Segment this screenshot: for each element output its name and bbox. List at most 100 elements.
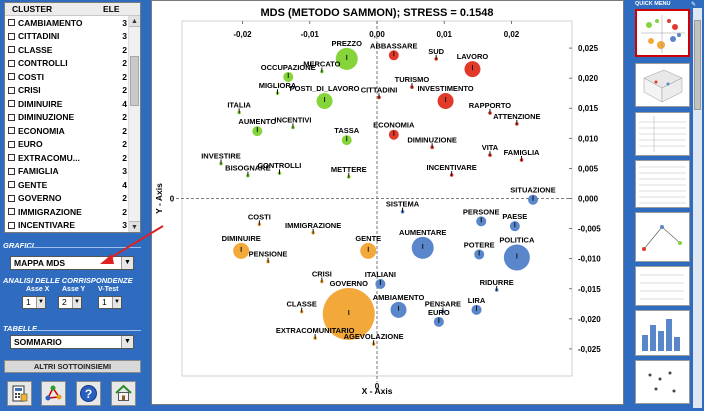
help-icon: ? bbox=[80, 385, 97, 402]
pin-icon[interactable]: ✎ bbox=[690, 2, 696, 8]
list-item[interactable]: CRISI 2 bbox=[5, 84, 127, 98]
header-ele[interactable]: ELE bbox=[103, 4, 120, 14]
checkbox[interactable] bbox=[8, 32, 15, 40]
cluster-count: 3 bbox=[122, 166, 127, 177]
cluster-count: 2 bbox=[122, 193, 127, 204]
quick-menu-panel: QUICK MENU ✎ bbox=[628, 0, 704, 411]
x-tick-label: -0,01 bbox=[301, 30, 320, 39]
thumb-bar-chart[interactable] bbox=[635, 310, 690, 356]
asse-y-select[interactable]: 2 ▼ bbox=[58, 296, 82, 309]
checkbox[interactable] bbox=[8, 154, 15, 162]
scroll-thumb[interactable] bbox=[694, 20, 701, 110]
point-label: METTERE bbox=[331, 165, 367, 174]
checkbox[interactable] bbox=[8, 208, 15, 216]
chevron-down-icon[interactable]: ▼ bbox=[112, 297, 121, 308]
point-label: SITUAZIONE bbox=[510, 186, 555, 195]
cluster-name: GENTE bbox=[18, 179, 48, 190]
thumb-list[interactable] bbox=[635, 266, 690, 306]
point-label: VITA bbox=[482, 143, 499, 152]
checkbox[interactable] bbox=[8, 113, 15, 121]
cluster-list-body: CAMBIAMENTO 3 CITTADINI 3 CLASSE 2 CONTROLLI 2 C… bbox=[5, 16, 127, 233]
checkbox[interactable] bbox=[8, 100, 15, 108]
list-item[interactable]: DIMINUIRE 4 bbox=[5, 97, 127, 111]
checkbox[interactable] bbox=[8, 73, 15, 81]
list-item[interactable]: FAMIGLIA 3 bbox=[5, 165, 127, 179]
cluster-count: 2 bbox=[122, 58, 127, 69]
help-button[interactable]: ? bbox=[76, 381, 101, 406]
checkbox[interactable] bbox=[8, 19, 15, 27]
point-label: SUD bbox=[428, 47, 444, 56]
point-label: EURO bbox=[428, 308, 450, 317]
thumb-3d-map[interactable] bbox=[635, 63, 690, 107]
y-tick-label: -0,020 bbox=[578, 315, 601, 324]
grafici-select[interactable]: MAPPA MDS ▼ bbox=[10, 256, 134, 270]
cluster-count: 3 bbox=[122, 17, 127, 28]
point-label: ITALIA bbox=[227, 100, 251, 109]
checkbox[interactable] bbox=[8, 127, 15, 135]
header-cluster[interactable]: CLUSTER bbox=[12, 4, 53, 14]
list-item[interactable]: GENTE 4 bbox=[5, 178, 127, 192]
cluster-count: 2 bbox=[122, 206, 127, 217]
scroll-up-icon[interactable]: ▲ bbox=[129, 16, 140, 27]
point-label: CLASSE bbox=[286, 300, 316, 309]
list-item[interactable]: ECONOMIA 2 bbox=[5, 124, 127, 138]
list-item[interactable]: CLASSE 2 bbox=[5, 43, 127, 57]
tabelle-selected-value: SOMMARIO bbox=[14, 337, 62, 347]
quick-menu-scrollbar[interactable] bbox=[693, 8, 702, 408]
network-map-button[interactable] bbox=[41, 381, 66, 406]
thumb-table-2[interactable] bbox=[635, 160, 690, 208]
mds-thumbnail-icon bbox=[641, 15, 685, 53]
home-button[interactable] bbox=[111, 381, 136, 406]
checkbox[interactable] bbox=[8, 86, 15, 94]
x-tick-label: 0,01 bbox=[436, 30, 452, 39]
list-item[interactable]: DIMINUZIONE 2 bbox=[5, 111, 127, 125]
chevron-down-icon[interactable]: ▼ bbox=[121, 336, 133, 348]
x-tick-label: 0,02 bbox=[504, 30, 520, 39]
point-label: POLITICA bbox=[499, 235, 535, 244]
scroll-down-icon[interactable]: ▼ bbox=[129, 221, 140, 232]
cluster-name: INCENTIVARE bbox=[18, 220, 75, 231]
y-origin-label: 0 bbox=[170, 195, 175, 204]
thumb-map[interactable] bbox=[635, 360, 690, 404]
cluster-list-scrollbar[interactable]: ▲ ▼ bbox=[128, 16, 140, 232]
list-item[interactable]: EXTRACOMU... 2 bbox=[5, 151, 127, 165]
checkbox[interactable] bbox=[8, 167, 15, 175]
vtest-select[interactable]: 1 ▼ bbox=[98, 296, 122, 309]
y-tick-label: 0,015 bbox=[578, 104, 599, 113]
checkbox[interactable] bbox=[8, 181, 15, 189]
checkbox[interactable] bbox=[8, 194, 15, 202]
checkbox[interactable] bbox=[8, 46, 15, 54]
scroll-thumb[interactable] bbox=[130, 56, 139, 106]
list-item[interactable]: IMMIGRAZIONE 2 bbox=[5, 205, 127, 219]
list-item[interactable]: INCENTIVI2 bbox=[5, 232, 127, 233]
cluster-name: DIMINUZIONE bbox=[18, 112, 75, 123]
calculator-export-button[interactable] bbox=[7, 381, 32, 406]
list-item[interactable]: CAMBIAMENTO 3 bbox=[5, 16, 127, 30]
point-label: LAVORO bbox=[457, 52, 489, 61]
altri-sottoinsiemi-button[interactable]: ALTRI SOTTOINSIEMI bbox=[4, 360, 141, 373]
tabelle-select[interactable]: SOMMARIO ▼ bbox=[10, 335, 134, 349]
list-item[interactable]: CITTADINI 3 bbox=[5, 30, 127, 44]
asse-x-select[interactable]: 1 ▼ bbox=[22, 296, 46, 309]
chevron-down-icon[interactable]: ▼ bbox=[72, 297, 81, 308]
thumb-mds-map[interactable] bbox=[635, 9, 690, 57]
point-label: COSTI bbox=[248, 212, 271, 221]
list-item[interactable]: INCENTIVARE 3 bbox=[5, 219, 127, 233]
chevron-down-icon[interactable]: ▼ bbox=[36, 297, 45, 308]
asse-y-value: 2 bbox=[62, 297, 67, 307]
home-icon bbox=[115, 384, 132, 401]
list-item[interactable]: CONTROLLI 2 bbox=[5, 57, 127, 71]
x-tick-label: -0,02 bbox=[233, 30, 252, 39]
point-label: AMBIAMENTO bbox=[373, 293, 425, 302]
list-item[interactable]: EURO 2 bbox=[5, 138, 127, 152]
checkbox[interactable] bbox=[8, 140, 15, 148]
checkbox[interactable] bbox=[8, 59, 15, 67]
list-item[interactable]: GOVERNO 2 bbox=[5, 192, 127, 206]
point-label: SISTEMA bbox=[386, 200, 420, 209]
thumb-table-1[interactable] bbox=[635, 112, 690, 156]
thumb-graph[interactable] bbox=[635, 212, 690, 262]
chevron-down-icon[interactable]: ▼ bbox=[121, 257, 133, 269]
checkbox[interactable] bbox=[8, 221, 15, 229]
cluster-count: 2 bbox=[122, 125, 127, 136]
list-item[interactable]: COSTI 2 bbox=[5, 70, 127, 84]
